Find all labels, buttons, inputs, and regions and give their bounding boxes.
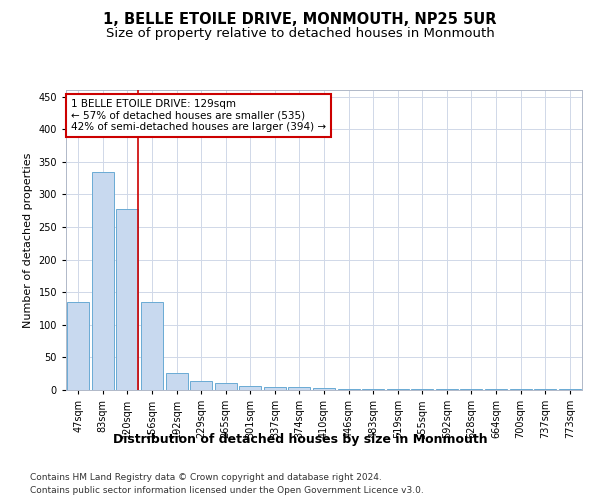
- Bar: [67, 302, 89, 390]
- Bar: [362, 388, 384, 390]
- Text: Contains public sector information licensed under the Open Government Licence v3: Contains public sector information licen…: [30, 486, 424, 495]
- Bar: [239, 386, 262, 390]
- Bar: [190, 381, 212, 390]
- Text: Contains HM Land Registry data © Crown copyright and database right 2024.: Contains HM Land Registry data © Crown c…: [30, 472, 382, 482]
- Text: Distribution of detached houses by size in Monmouth: Distribution of detached houses by size …: [113, 432, 487, 446]
- Text: Size of property relative to detached houses in Monmouth: Size of property relative to detached ho…: [106, 28, 494, 40]
- Bar: [166, 373, 188, 390]
- Y-axis label: Number of detached properties: Number of detached properties: [23, 152, 33, 328]
- Bar: [92, 172, 114, 390]
- Bar: [141, 302, 163, 390]
- Text: 1 BELLE ETOILE DRIVE: 129sqm
← 57% of detached houses are smaller (535)
42% of s: 1 BELLE ETOILE DRIVE: 129sqm ← 57% of de…: [71, 99, 326, 132]
- Text: 1, BELLE ETOILE DRIVE, MONMOUTH, NP25 5UR: 1, BELLE ETOILE DRIVE, MONMOUTH, NP25 5U…: [103, 12, 497, 28]
- Bar: [264, 386, 286, 390]
- Bar: [289, 388, 310, 390]
- Bar: [338, 388, 359, 390]
- Bar: [116, 208, 139, 390]
- Bar: [313, 388, 335, 390]
- Bar: [215, 383, 237, 390]
